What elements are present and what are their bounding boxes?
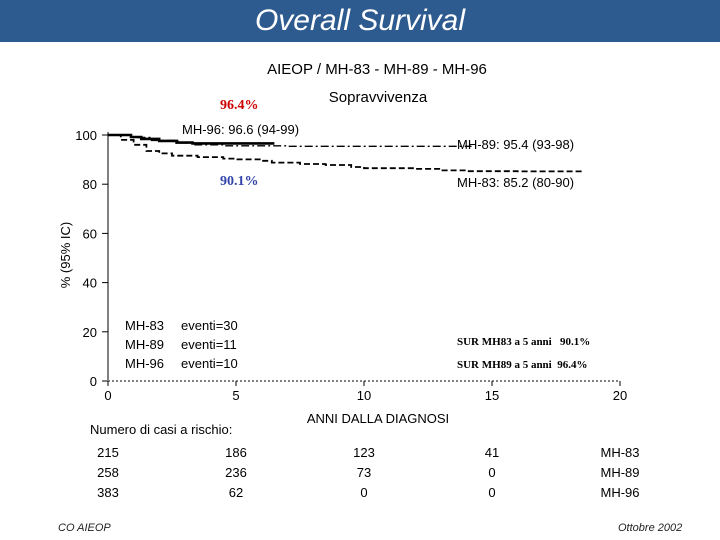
x-tick-label: 0 xyxy=(104,388,111,403)
events-count-mh89: eventi=11 xyxy=(181,337,237,352)
y-tick-label: 60 xyxy=(83,226,97,241)
survival-chart: AIEOP / MH-83 - MH-89 - MH-96 Sopravvive… xyxy=(58,61,640,500)
risk-cell: 62 xyxy=(229,485,243,500)
y-tick-label: 80 xyxy=(83,177,97,192)
y-axis-label: % (95% IC) xyxy=(58,222,73,288)
events-name-mh83: MH-83 xyxy=(125,318,164,333)
series-line-mh-83 xyxy=(108,134,585,173)
risk-cell: 215 xyxy=(97,445,119,460)
y-tick-label: 0 xyxy=(90,374,97,389)
events-legend: MH-83 eventi=30 MH-89 eventi=11 MH-96 ev… xyxy=(125,318,238,371)
risk-cell: 0 xyxy=(488,485,495,500)
chart-subtitle: Sopravvivenza xyxy=(329,89,428,106)
events-count-mh96: eventi=10 xyxy=(181,356,238,371)
risk-cell: 73 xyxy=(357,465,371,480)
label-mh96: MH-96: 96.6 (94-99) xyxy=(182,122,299,137)
risk-cell: 0 xyxy=(488,465,495,480)
x-ticks: 0 5 10 15 20 xyxy=(104,381,627,403)
footer-left: CO AIEOP xyxy=(58,522,111,534)
title-banner: Overall Survival xyxy=(0,0,720,42)
series-line-mh-89 xyxy=(108,134,472,147)
risk-cell: 186 xyxy=(225,445,247,460)
x-axis-label: ANNI DALLA DIAGNOSI xyxy=(307,411,449,426)
risk-cell: 123 xyxy=(353,445,375,460)
label-mh83: MH-83: 85.2 (80-90) xyxy=(457,175,574,190)
label-mh89: MH-89: 95.4 (93-98) xyxy=(457,137,574,152)
x-tick-label: 10 xyxy=(357,388,371,403)
risk-row-name: MH-96 xyxy=(600,485,639,500)
x-tick-label: 5 xyxy=(232,388,239,403)
events-name-mh89: MH-89 xyxy=(125,337,164,352)
risk-table: 215 186 123 41 MH-83 258 236 73 0 MH-89 383 62 0 0 MH-… xyxy=(97,445,639,500)
sur-note-mh89: SUR MH89 a 5 anni 96.4% xyxy=(457,359,588,371)
y-ticks: 0 20 40 60 80 100 xyxy=(75,128,108,389)
annotation-90-1: 90.1% xyxy=(220,174,259,189)
risk-row-name: MH-83 xyxy=(600,445,639,460)
chart-title: AIEOP / MH-83 - MH-89 - MH-96 xyxy=(267,61,487,78)
slide-title: Overall Survival xyxy=(254,4,466,37)
x-tick-label: 20 xyxy=(613,388,627,403)
risk-cell: 41 xyxy=(485,445,499,460)
events-name-mh96: MH-96 xyxy=(125,356,164,371)
risk-table-heading: Numero di casi a rischio: xyxy=(90,422,232,437)
footer-right: Ottobre 2002 xyxy=(618,522,683,534)
risk-cell: 236 xyxy=(225,465,247,480)
sur-note-mh83: SUR MH83 a 5 anni 90.1% xyxy=(457,336,590,348)
y-tick-label: 20 xyxy=(83,325,97,340)
risk-cell: 258 xyxy=(97,465,119,480)
y-tick-label: 100 xyxy=(75,128,97,143)
x-tick-label: 15 xyxy=(485,388,499,403)
series-lines xyxy=(108,133,585,173)
risk-cell: 383 xyxy=(97,485,119,500)
y-tick-label: 40 xyxy=(83,276,97,291)
annotation-96-4: 96.4% xyxy=(220,98,259,113)
risk-cell: 0 xyxy=(360,485,367,500)
events-count-mh83: eventi=30 xyxy=(181,318,238,333)
sur-notes: SUR MH83 a 5 anni 90.1% SUR MH89 a 5 ann… xyxy=(457,336,590,371)
risk-row-name: MH-89 xyxy=(600,465,639,480)
